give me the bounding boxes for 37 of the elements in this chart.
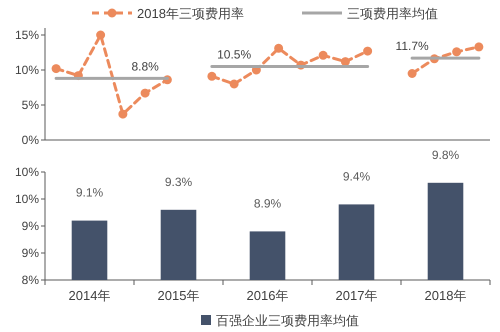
x-tick-label: 2018年 [424,288,466,303]
data-label: 9.4% [342,169,370,184]
legend-label: 2018年三项费用率 [137,6,244,21]
point [52,64,61,74]
point [474,42,484,52]
point [207,72,216,81]
data-label: 11.7% [396,39,430,54]
x-tick-label: 2014年 [68,288,110,303]
data-label: 9.8% [432,148,460,162]
point [140,88,150,98]
point [318,50,328,60]
y-tick-label: 9% [22,246,40,260]
y-tick-label: 10% [14,63,40,77]
legend-label: 百强企业三项费用率均值 [216,313,359,328]
data-label: 8.8% [131,59,160,74]
data-label: 9.3% [164,174,192,189]
point [363,46,372,56]
point [408,69,417,78]
point [274,44,284,53]
legend-label: 三项费用率均值 [347,6,438,21]
point [452,47,462,56]
y-tick-label: 10% [14,165,40,179]
y-tick-label: 0% [22,133,40,147]
y-tick-label: 10% [14,192,40,206]
x-tick-label: 2017年 [336,288,378,303]
y-tick-label: 5% [22,98,40,112]
y-tick-label: 9% [22,219,40,233]
y-tick-label: 8% [22,273,40,287]
point [230,80,239,88]
x-tick-label: 2015年 [158,288,200,303]
data-label: 8.9% [254,196,282,210]
x-tick-label: 2016年 [246,288,288,303]
data-label: 9.1% [76,186,104,200]
point [96,30,106,40]
y-tick-label: 15% [14,28,40,42]
data-label: 10.5% [217,48,252,62]
point [118,110,128,119]
